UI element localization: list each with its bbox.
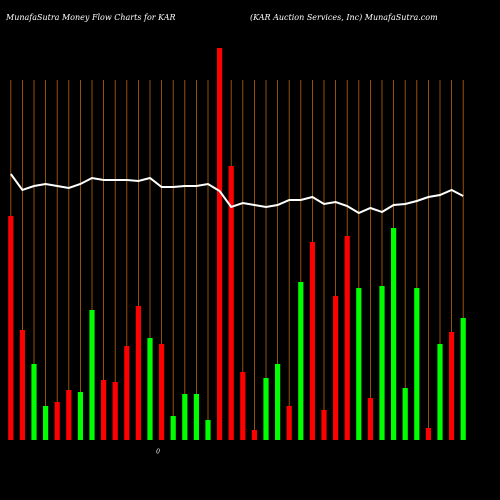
bar	[449, 332, 455, 440]
bar	[182, 394, 188, 440]
bar	[135, 306, 141, 440]
bar	[147, 338, 153, 440]
bar	[170, 416, 176, 440]
line	[9, 173, 464, 215]
bar	[263, 378, 269, 440]
bar	[217, 48, 223, 440]
bar	[321, 410, 327, 440]
bar	[8, 216, 14, 440]
bar	[31, 364, 37, 440]
bar	[333, 296, 339, 440]
bar	[43, 406, 49, 440]
bar	[19, 330, 25, 440]
bar	[391, 228, 397, 440]
bar	[101, 380, 107, 440]
bar	[367, 398, 373, 440]
bar	[460, 318, 466, 440]
chart-title: MunafaSutra Money Flow Charts for KAR	[5, 13, 176, 22]
bar	[309, 242, 315, 440]
bar	[437, 344, 443, 440]
bar	[402, 388, 408, 440]
bar	[66, 390, 72, 440]
bar	[379, 286, 385, 440]
chart-subtitle: (KAR Auction Services, Inc) MunafaSutra.…	[250, 13, 438, 22]
bar	[77, 392, 83, 440]
bar	[240, 372, 246, 440]
bar	[286, 406, 292, 440]
bar	[54, 402, 60, 440]
bar	[275, 364, 281, 440]
bar	[205, 420, 211, 440]
annotation: 0	[156, 449, 160, 456]
bar	[414, 288, 420, 440]
bar	[298, 282, 304, 440]
bar	[425, 428, 431, 440]
bar	[89, 310, 95, 440]
bar	[159, 344, 165, 440]
bar	[356, 288, 362, 440]
bar	[344, 236, 350, 440]
bar	[193, 394, 199, 440]
bar	[228, 166, 234, 440]
bar	[112, 382, 118, 440]
bar	[124, 346, 130, 440]
bar	[251, 430, 257, 440]
